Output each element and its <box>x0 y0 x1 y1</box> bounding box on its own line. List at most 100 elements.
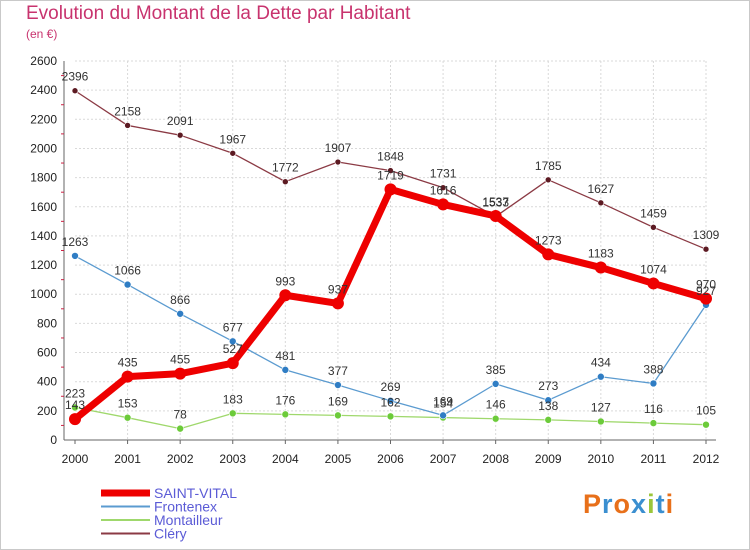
data-point <box>71 252 79 260</box>
data-label: 138 <box>538 399 558 413</box>
data-point <box>334 381 342 389</box>
data-point <box>386 412 395 421</box>
data-point <box>386 396 395 405</box>
data-label: 1848 <box>377 150 404 164</box>
data-label: 388 <box>643 362 663 376</box>
y-tick-label: 1200 <box>30 258 57 272</box>
unit-label: (en €) <box>26 27 58 41</box>
data-point <box>282 178 289 185</box>
data-point <box>123 413 132 422</box>
x-tick-label: 2012 <box>693 452 720 466</box>
data-point <box>176 131 184 139</box>
legend-label: Montailleur <box>154 512 223 528</box>
data-point <box>489 209 502 222</box>
data-point <box>281 366 290 374</box>
data-label: 1731 <box>430 167 457 181</box>
data-label: 527 <box>223 342 243 356</box>
data-point <box>124 122 131 129</box>
data-point <box>331 297 344 310</box>
data-label: 183 <box>223 392 243 406</box>
y-tick-label: 0 <box>50 433 57 447</box>
x-tick-label: 2002 <box>167 452 194 466</box>
data-label: 116 <box>644 402 663 416</box>
data-point <box>334 158 342 166</box>
data-point <box>542 248 555 261</box>
x-tick-label: 2000 <box>62 452 89 466</box>
y-tick-label: 1000 <box>30 287 57 301</box>
data-label: 127 <box>591 400 611 414</box>
data-label: 2396 <box>62 70 89 84</box>
data-label: 1183 <box>588 247 614 261</box>
data-label: 1785 <box>535 159 562 173</box>
data-label: 154 <box>433 397 453 411</box>
data-point <box>649 379 658 388</box>
data-label: 1074 <box>640 262 667 276</box>
data-point <box>650 224 657 231</box>
data-label: 1263 <box>62 235 89 249</box>
legend-label: Frontenex <box>154 499 217 515</box>
data-label: 105 <box>696 404 716 418</box>
y-tick-label: 200 <box>37 404 57 418</box>
data-point <box>649 419 658 427</box>
x-tick-label: 2004 <box>272 452 299 466</box>
y-tick-label: 400 <box>37 375 57 389</box>
data-label: 434 <box>591 356 611 370</box>
y-tick-label: 1600 <box>30 200 57 214</box>
data-label: 1459 <box>640 206 667 220</box>
data-label: 481 <box>275 349 295 363</box>
data-label: 1066 <box>114 264 141 278</box>
data-label: 162 <box>380 395 400 409</box>
data-point <box>491 380 500 388</box>
data-point <box>279 289 292 302</box>
y-tick-label: 800 <box>37 316 57 330</box>
data-point <box>594 261 607 274</box>
y-tick-label: 1800 <box>30 171 57 185</box>
x-tick-label: 2001 <box>114 452 141 466</box>
data-label: 143 <box>65 398 85 412</box>
x-tick-label: 2011 <box>641 452 667 466</box>
data-point <box>121 370 134 383</box>
chart-title: Evolution du Montant de la Dette par Hab… <box>26 3 411 24</box>
data-point <box>647 277 660 290</box>
data-point <box>544 416 553 424</box>
data-point <box>544 396 553 405</box>
data-point <box>69 413 81 426</box>
data-point <box>700 292 712 305</box>
data-label: 169 <box>328 394 348 408</box>
data-point <box>439 411 447 420</box>
y-tick-label: 2000 <box>30 141 57 155</box>
data-point <box>71 87 79 95</box>
x-tick-label: 2006 <box>377 452 404 466</box>
data-point <box>597 417 605 426</box>
data-label: 223 <box>65 386 85 400</box>
data-point <box>174 367 187 380</box>
data-label: 385 <box>486 363 506 377</box>
data-point <box>71 403 79 412</box>
data-label: 993 <box>275 274 295 288</box>
data-point <box>228 409 237 418</box>
x-tick-label: 2009 <box>535 452 562 466</box>
data-point <box>597 372 605 381</box>
data-label: 677 <box>223 320 243 334</box>
data-label: 1616 <box>430 183 457 197</box>
data-point <box>702 245 710 253</box>
x-tick-label: 2003 <box>219 452 246 466</box>
data-label: 169 <box>433 394 453 408</box>
data-label: 1907 <box>325 141 352 155</box>
data-label: 377 <box>328 364 348 378</box>
data-point <box>281 410 290 419</box>
x-tick-label: 2008 <box>482 452 509 466</box>
data-point <box>439 184 447 191</box>
y-tick-label: 1400 <box>30 229 57 243</box>
data-point <box>334 411 342 420</box>
data-label: 176 <box>275 393 295 407</box>
data-label: 1309 <box>693 228 720 242</box>
data-label: 1273 <box>535 233 562 247</box>
data-label: 146 <box>486 398 506 412</box>
data-label: 435 <box>118 356 138 370</box>
data-point <box>228 337 237 346</box>
data-point <box>229 149 237 157</box>
data-label: 1967 <box>219 132 246 146</box>
y-tick-label: 2400 <box>30 83 57 97</box>
